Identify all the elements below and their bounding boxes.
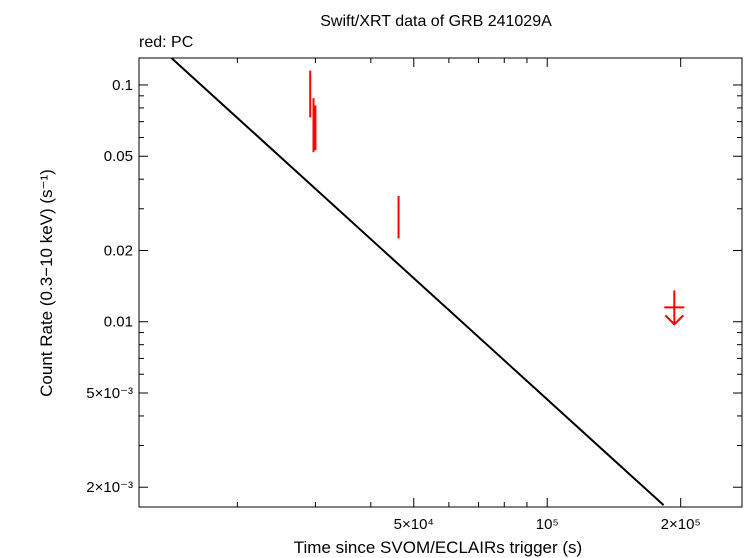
y-tick-label: 0.05 (104, 148, 133, 165)
chart-title: Swift/XRT data of GRB 241029A (320, 13, 552, 30)
axis-ticks: 0.1 0.05 0.02 0.01 5×10⁻³ 2×10⁻³ 5×10⁴ 10⁵ 2×10⁵ (86, 58, 742, 533)
model-line-layer (170, 57, 665, 506)
y-tick-label: 0.01 (104, 314, 133, 331)
plot-frame (138, 57, 743, 508)
x-axis-label: Time since SVOM/ECLAIRs trigger (s) (294, 538, 582, 557)
model-line (170, 57, 665, 506)
upper-limit-arrowhead (664, 314, 685, 326)
data-points-layer (309, 70, 685, 326)
y-tick-label: 0.02 (104, 242, 133, 259)
y-tick-label: 5×10⁻³ (86, 385, 133, 402)
x-tick-label: 5×10⁴ (394, 516, 434, 533)
x-tick-label: 2×10⁵ (661, 516, 701, 533)
x-tick-label: 10⁵ (536, 516, 559, 533)
chart-subtitle: red: PC (139, 34, 193, 51)
y-tick-label: 2×10⁻³ (86, 479, 133, 496)
y-tick-label: 0.1 (112, 77, 133, 94)
y-axis-label: Count Rate (0.3−10 keV) (s⁻¹) (37, 169, 56, 397)
